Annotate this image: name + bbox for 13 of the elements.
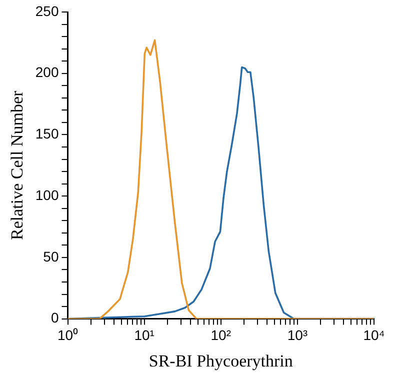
y-tick-label: 200 — [35, 64, 59, 80]
x-tick-label: 10² — [210, 327, 232, 344]
x-axis-title: SR-BI Phycoerythrin — [148, 351, 294, 370]
x-tick-label: 10¹ — [134, 327, 155, 344]
y-tick-label: 100 — [35, 186, 59, 203]
y-tick-label: 50 — [43, 248, 59, 264]
y-axis-title: Relative Cell Number — [8, 90, 27, 240]
x-tick-label: 10³ — [287, 327, 308, 344]
y-tick-label: 250 — [35, 2, 59, 19]
y-tick-label: 0 — [50, 310, 59, 326]
x-tick-label: 10⁴ — [363, 327, 385, 344]
x-tick-label: 10⁰ — [57, 327, 78, 344]
y-tick-label: 150 — [35, 126, 59, 142]
